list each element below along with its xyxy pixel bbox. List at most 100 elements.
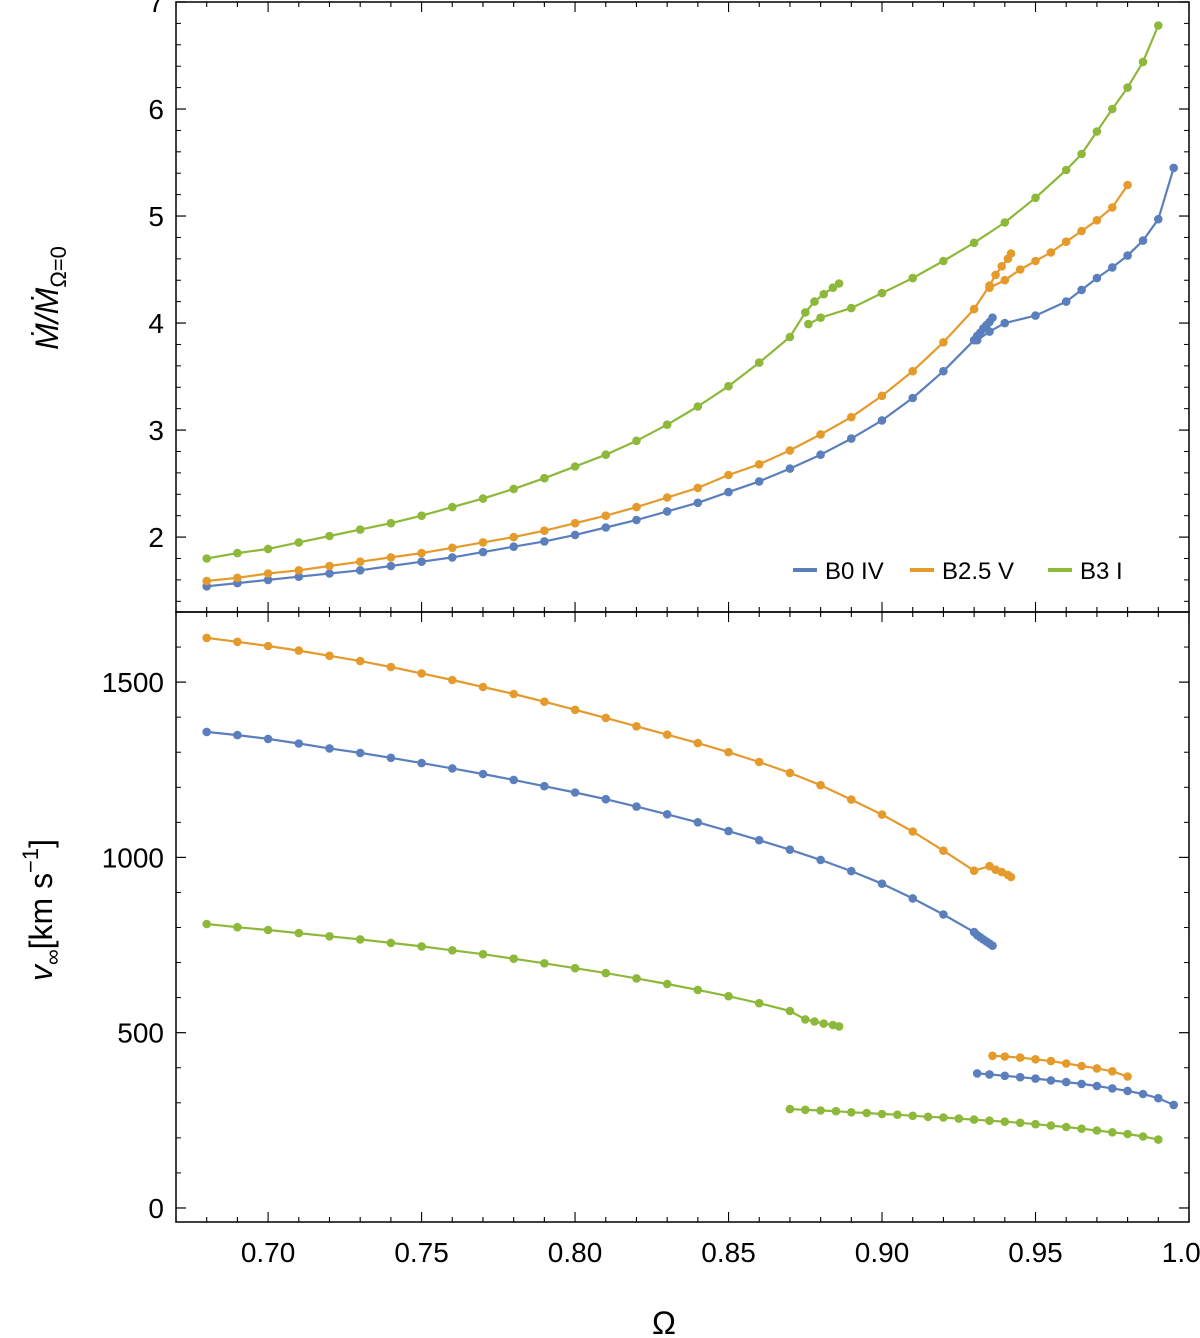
bottom-point-b2-5-v bbox=[601, 713, 611, 723]
top-point-b3-i bbox=[601, 450, 611, 460]
bottom-point-b3-i bbox=[969, 1115, 979, 1124]
top-point-b3-i bbox=[540, 473, 549, 483]
top-point-b0-iv bbox=[386, 561, 396, 571]
x-tick-label: 0.70 bbox=[241, 1237, 296, 1268]
top-point-b3-i bbox=[478, 494, 488, 503]
top-point-b0-iv bbox=[1061, 297, 1071, 306]
bottom-point-b0-iv bbox=[294, 739, 304, 748]
bottom-point-b0-iv bbox=[847, 866, 856, 876]
top-point-b0-iv bbox=[816, 450, 825, 460]
top-point-b3-i bbox=[785, 332, 795, 342]
top-y-tick-label: 7 bbox=[148, 0, 164, 18]
top-point-b2-5-v bbox=[662, 493, 672, 502]
bottom-point-b0-iv bbox=[785, 845, 795, 854]
top-point-b0-iv bbox=[908, 393, 917, 403]
bottom-point-b0-iv bbox=[972, 1069, 982, 1078]
top-y-title-sub: Ω=0 bbox=[46, 246, 71, 288]
top-point-b2-5-v bbox=[847, 412, 856, 422]
bottom-point-b2-5-v bbox=[294, 646, 304, 655]
top-point-b3-i bbox=[804, 319, 813, 329]
bottom-point-b0-iv bbox=[540, 781, 549, 791]
top-plot-frame bbox=[175, 1, 1190, 613]
bottom-series-line-b2-5-v-seg0 bbox=[206, 636, 1012, 878]
bottom-point-b0-iv bbox=[386, 753, 396, 763]
top-point-b3-i bbox=[263, 544, 273, 554]
bottom-point-b3-i bbox=[263, 925, 273, 935]
top-point-b3-i bbox=[632, 436, 641, 446]
bottom-point-b2-5-v bbox=[233, 637, 242, 647]
top-y-tick-label: 5 bbox=[148, 201, 164, 232]
bottom-point-b3-i bbox=[877, 1109, 887, 1119]
bottom-point-b0-iv bbox=[939, 910, 948, 919]
legend-label-b25: B2.5 V bbox=[942, 558, 1014, 585]
top-point-b2-5-v bbox=[263, 569, 273, 578]
bottom-point-b2-5-v bbox=[202, 633, 211, 643]
bottom-point-b0-iv bbox=[877, 879, 887, 888]
top-point-b2-5-v bbox=[601, 511, 611, 520]
bottom-point-b3-i bbox=[632, 974, 641, 983]
top-point-b2-5-v bbox=[417, 548, 426, 558]
top-point-b0-iv bbox=[355, 566, 365, 575]
bottom-point-b2-5-v bbox=[1015, 1053, 1025, 1062]
bottom-point-b0-iv bbox=[601, 794, 611, 804]
top-series-line-b3-i-seg0 bbox=[206, 282, 840, 560]
top-point-b2-5-v bbox=[1092, 216, 1102, 225]
top-point-b2-5-v bbox=[693, 483, 703, 493]
top-point-b0-iv bbox=[1000, 318, 1010, 328]
bottom-point-b3-i bbox=[819, 1019, 828, 1028]
x-tick-label: 0.85 bbox=[701, 1237, 756, 1268]
bottom-point-b0-iv bbox=[1046, 1076, 1056, 1085]
bottom-series-line-b2-5-v-seg1 bbox=[992, 1054, 1128, 1078]
top-point-b3-i bbox=[693, 402, 703, 411]
top-point-b0-iv bbox=[785, 464, 795, 473]
bottom-point-b3-i bbox=[810, 1017, 819, 1026]
bottom-point-b3-i bbox=[847, 1108, 856, 1117]
bottom-point-b3-i bbox=[834, 1022, 844, 1031]
bottom-point-b2-5-v bbox=[754, 757, 764, 767]
bottom-point-b2-5-v bbox=[816, 780, 825, 790]
bottom-point-b0-iv bbox=[693, 818, 703, 827]
top-point-b0-iv bbox=[693, 498, 703, 508]
top-point-b3-i bbox=[801, 308, 810, 317]
bottom-point-b0-iv bbox=[325, 744, 334, 753]
bottom-y-tick-label: 1000 bbox=[102, 842, 164, 873]
bottom-point-b0-iv bbox=[263, 734, 273, 744]
bottom-point-b3-i bbox=[202, 919, 211, 929]
bottom-y-tick-label: 0 bbox=[148, 1193, 164, 1224]
top-point-b2-5-v bbox=[570, 518, 580, 528]
bottom-point-b0-iv bbox=[1077, 1079, 1086, 1089]
bottom-point-b3-i bbox=[985, 1116, 994, 1125]
bottom-point-b3-i bbox=[939, 1113, 948, 1122]
bottom-point-b3-i bbox=[1123, 1129, 1132, 1139]
bottom-point-b3-i bbox=[478, 949, 488, 959]
bottom-point-b3-i bbox=[785, 1104, 795, 1114]
top-point-b0-iv bbox=[1154, 214, 1163, 224]
bottom-point-b3-i bbox=[570, 963, 580, 973]
bottom-point-b3-i bbox=[831, 1106, 841, 1116]
bottom-point-b0-iv bbox=[202, 727, 211, 737]
top-point-b0-iv bbox=[1092, 273, 1102, 283]
top-point-b0-iv bbox=[988, 313, 997, 323]
top-point-b2-5-v bbox=[478, 538, 488, 547]
bottom-point-b2-5-v bbox=[969, 866, 979, 875]
bottom-point-b3-i bbox=[1077, 1124, 1086, 1133]
top-point-b3-i bbox=[1138, 57, 1148, 67]
bottom-point-b3-i bbox=[816, 1106, 825, 1115]
bottom-point-b3-i bbox=[1108, 1128, 1117, 1137]
top-point-b0-iv bbox=[939, 366, 948, 376]
top-point-b2-5-v bbox=[1061, 237, 1071, 246]
top-point-b2-5-v bbox=[997, 262, 1006, 271]
bottom-point-b2-5-v bbox=[1031, 1055, 1040, 1064]
top-series-line-b0-iv-seg0 bbox=[206, 317, 994, 588]
top-point-b2-5-v bbox=[1000, 275, 1010, 285]
top-point-b0-iv bbox=[972, 335, 982, 345]
top-point-b2-5-v bbox=[1108, 203, 1117, 212]
top-point-b3-i bbox=[834, 279, 844, 288]
top-point-b0-iv bbox=[754, 477, 764, 486]
bottom-point-b0-iv bbox=[662, 810, 672, 819]
legend-label-b3: B3 I bbox=[1080, 558, 1123, 585]
top-point-b3-i bbox=[939, 256, 948, 266]
bottom-point-b3-i bbox=[693, 985, 703, 995]
bottom-point-b3-i bbox=[233, 922, 242, 932]
bottom-point-b0-iv bbox=[355, 748, 365, 758]
